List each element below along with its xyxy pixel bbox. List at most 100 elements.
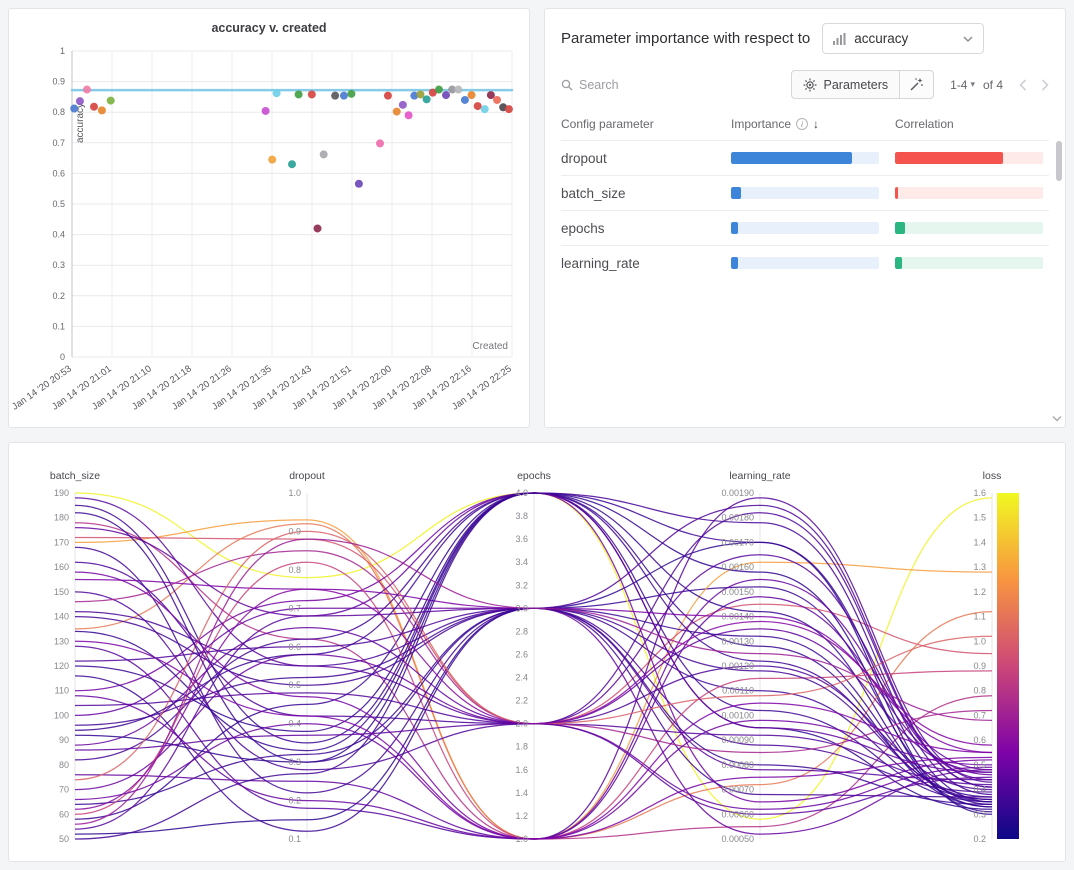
caret-down-icon: ▾ — [970, 79, 975, 89]
svg-text:dropout: dropout — [289, 470, 325, 482]
svg-text:0.00060: 0.00060 — [721, 809, 754, 819]
svg-text:2.8: 2.8 — [515, 626, 528, 636]
svg-text:0.00150: 0.00150 — [721, 587, 754, 597]
svg-text:0.00090: 0.00090 — [721, 735, 754, 745]
magic-wand-button[interactable] — [899, 70, 935, 99]
svg-text:0.7: 0.7 — [973, 710, 986, 720]
metric-dropdown[interactable]: accuracy — [822, 23, 985, 54]
svg-text:1.2: 1.2 — [973, 587, 986, 597]
table-row[interactable]: epochs — [561, 210, 1049, 245]
parallel-coordinates-chart[interactable]: batch_size 190 180 170 160 150 140 130 120 110 100… — [9, 443, 1065, 861]
pagination-nav — [1019, 78, 1049, 91]
svg-text:0.8: 0.8 — [973, 686, 986, 696]
svg-text:Created: Created — [472, 341, 508, 352]
correlation-bar — [895, 222, 1043, 234]
button-group: Parameters — [790, 70, 935, 99]
svg-text:epochs: epochs — [517, 470, 551, 482]
svg-text:1.0: 1.0 — [288, 488, 301, 498]
importance-bar — [731, 152, 879, 164]
svg-text:1.3: 1.3 — [973, 562, 986, 572]
svg-text:0.2: 0.2 — [52, 291, 65, 301]
svg-text:accuracy: accuracy — [75, 103, 86, 143]
svg-text:4.0: 4.0 — [515, 488, 528, 498]
sort-desc-icon: ↓ — [813, 117, 820, 131]
info-icon: i — [796, 118, 809, 130]
param-name: epochs — [561, 220, 605, 236]
scroll-down-icon[interactable] — [1052, 415, 1062, 422]
svg-text:110: 110 — [55, 686, 69, 696]
table-row[interactable]: learning_rate — [561, 245, 1049, 280]
svg-text:1.6: 1.6 — [515, 765, 528, 775]
svg-text:190: 190 — [54, 488, 69, 498]
svg-text:0.8: 0.8 — [288, 565, 301, 575]
col-config-parameter[interactable]: Config parameter — [561, 117, 654, 131]
metric-dropdown-value: accuracy — [854, 31, 909, 46]
svg-text:2.6: 2.6 — [515, 649, 528, 659]
magic-wand-icon — [909, 77, 924, 92]
svg-text:3.6: 3.6 — [515, 534, 528, 544]
svg-text:learning_rate: learning_rate — [729, 470, 790, 482]
svg-text:0.3: 0.3 — [973, 809, 986, 819]
search-input[interactable] — [579, 77, 719, 92]
svg-text:1.2: 1.2 — [515, 811, 528, 821]
svg-text:0.3: 0.3 — [52, 260, 65, 270]
svg-text:0.00170: 0.00170 — [721, 537, 754, 547]
svg-text:170: 170 — [54, 537, 69, 547]
svg-text:0.2: 0.2 — [973, 834, 986, 844]
svg-text:0.00100: 0.00100 — [721, 710, 754, 720]
svg-text:60: 60 — [59, 809, 69, 819]
table-header: Config parameter Importance i ↓ Correlat… — [561, 113, 1049, 140]
svg-text:1.0: 1.0 — [515, 834, 528, 844]
importance-bar — [731, 257, 879, 269]
svg-text:0.00120: 0.00120 — [721, 661, 754, 671]
svg-text:0.9: 0.9 — [973, 661, 986, 671]
search-box[interactable] — [561, 77, 791, 92]
svg-text:1.4: 1.4 — [515, 788, 528, 798]
col-importance[interactable]: Importance i ↓ — [731, 117, 895, 131]
svg-text:0.00130: 0.00130 — [721, 636, 754, 646]
svg-text:loss: loss — [983, 470, 1002, 482]
pagination[interactable]: 1-4 ▾ of 4 — [950, 78, 1003, 92]
svg-text:0.9: 0.9 — [52, 77, 65, 87]
svg-text:0.5: 0.5 — [973, 760, 986, 770]
col-correlation[interactable]: Correlation — [895, 117, 954, 131]
svg-text:90: 90 — [59, 735, 69, 745]
svg-text:50: 50 — [59, 834, 69, 844]
svg-text:0.6: 0.6 — [288, 642, 301, 652]
importance-header: Parameter importance with respect to acc… — [561, 23, 1049, 54]
chevron-left-icon[interactable] — [1019, 78, 1027, 91]
svg-text:130: 130 — [54, 636, 69, 646]
svg-text:3.8: 3.8 — [515, 511, 528, 521]
table-row[interactable]: batch_size — [561, 175, 1049, 210]
importance-table: Config parameter Importance i ↓ Correlat… — [561, 113, 1049, 280]
scrollbar-thumb[interactable] — [1056, 141, 1062, 181]
svg-text:0.6: 0.6 — [52, 168, 65, 178]
svg-text:180: 180 — [54, 513, 69, 523]
svg-text:0.00080: 0.00080 — [721, 760, 754, 770]
svg-text:0.6: 0.6 — [973, 735, 986, 745]
param-name: batch_size — [561, 185, 626, 201]
col-importance-label: Importance — [731, 117, 792, 131]
svg-text:70: 70 — [59, 785, 69, 795]
table-row[interactable]: dropout — [561, 140, 1049, 175]
svg-text:1: 1 — [60, 46, 65, 56]
svg-text:0.00110: 0.00110 — [722, 686, 754, 696]
importance-panel: Parameter importance with respect to acc… — [544, 8, 1066, 428]
svg-text:0.1: 0.1 — [288, 834, 301, 844]
svg-text:3.2: 3.2 — [515, 580, 528, 590]
svg-text:0.3: 0.3 — [288, 757, 301, 767]
svg-text:1.4: 1.4 — [973, 537, 986, 547]
chevron-right-icon[interactable] — [1041, 78, 1049, 91]
svg-text:2.0: 2.0 — [515, 719, 528, 729]
parameters-button[interactable]: Parameters — [790, 70, 901, 99]
svg-text:0.7: 0.7 — [288, 603, 301, 613]
svg-text:160: 160 — [54, 562, 69, 572]
svg-text:0.00070: 0.00070 — [721, 785, 754, 795]
svg-text:0.5: 0.5 — [52, 199, 65, 209]
svg-text:1.5: 1.5 — [973, 513, 986, 523]
svg-text:1.8: 1.8 — [515, 742, 528, 752]
pagination-range: 1-4 — [950, 77, 968, 92]
svg-text:80: 80 — [59, 760, 69, 770]
parallel-coordinates-panel: batch_size 190 180 170 160 150 140 130 120 110 100… — [8, 442, 1066, 862]
